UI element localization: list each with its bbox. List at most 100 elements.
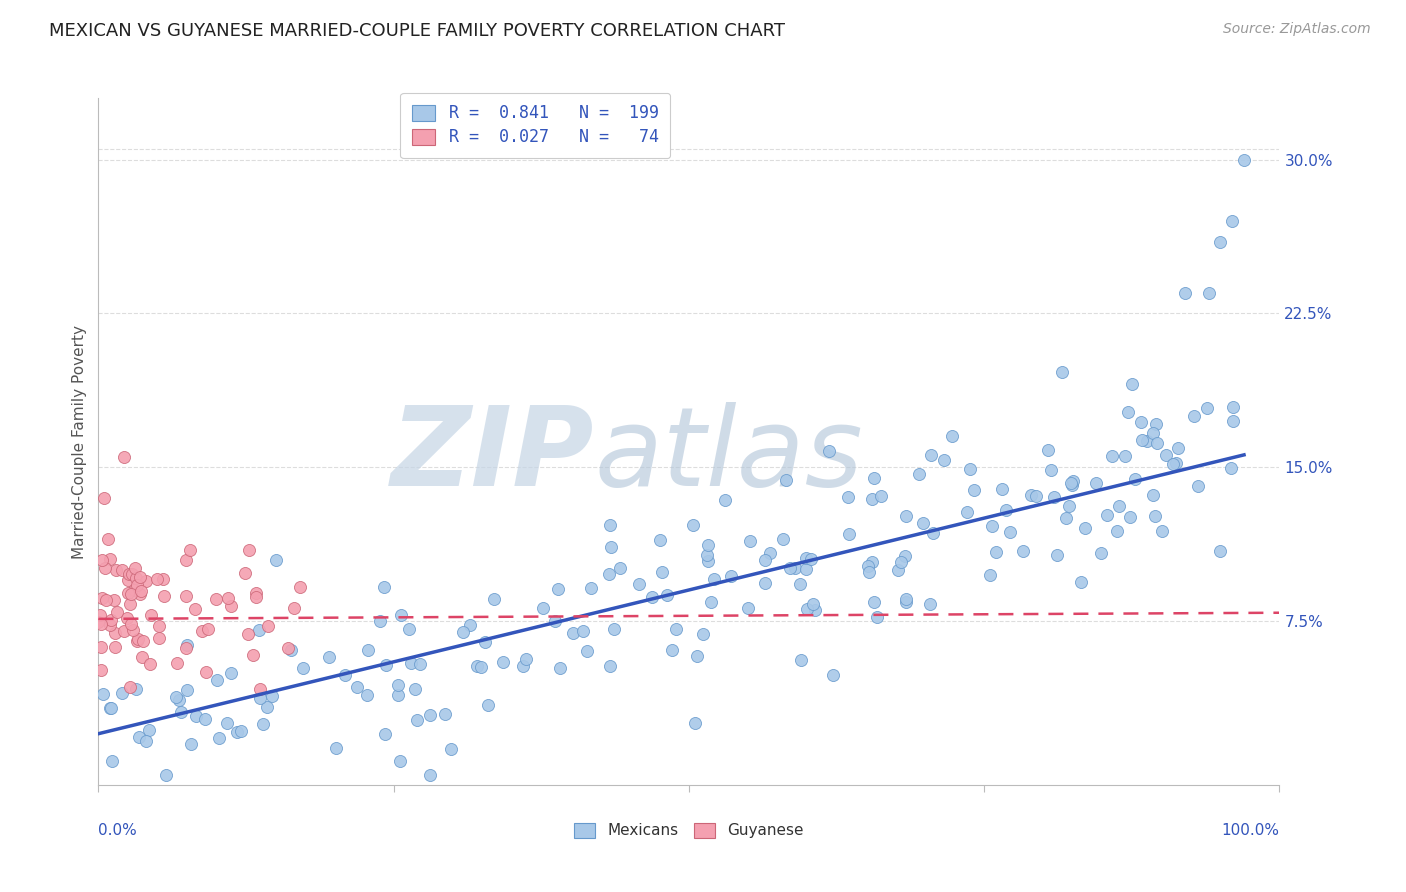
Point (984, 545, 1007, 559)
Point (174, 552, 197, 566)
Point (714, 493, 737, 508)
Point (153, 589, 176, 603)
Point (838, 527, 860, 541)
Point (166, 656, 188, 670)
Point (785, 561, 807, 575)
Point (249, 691, 271, 706)
Point (772, 533, 794, 547)
Point (860, 492, 883, 507)
Point (101, 754, 124, 768)
Text: atlas: atlas (595, 401, 863, 508)
Point (122, 583, 145, 598)
Point (184, 602, 207, 616)
Point (1150, 524, 1173, 538)
Point (221, 665, 243, 680)
Point (759, 546, 782, 560)
Point (1142, 488, 1164, 502)
Point (277, 640, 299, 655)
Point (368, 614, 391, 628)
Point (801, 598, 824, 612)
Point (696, 538, 718, 552)
Point (176, 639, 198, 653)
Point (404, 682, 426, 697)
Point (122, 623, 145, 637)
Point (921, 525, 943, 540)
Point (980, 518, 1002, 533)
Point (920, 448, 942, 462)
Point (191, 624, 214, 638)
Point (100, 701, 122, 715)
Point (991, 483, 1014, 497)
Point (208, 731, 231, 745)
Point (288, 580, 311, 594)
Point (1062, 474, 1084, 488)
Point (1123, 472, 1146, 486)
Point (1154, 448, 1177, 462)
Point (1070, 575, 1092, 590)
Point (325, 740, 347, 755)
Point (373, 580, 395, 594)
Point (692, 627, 714, 641)
Point (1107, 524, 1129, 538)
Point (1118, 510, 1140, 524)
Point (97, 532, 120, 546)
Point (474, 635, 496, 649)
Point (132, 634, 155, 648)
Point (581, 582, 603, 596)
Point (562, 626, 585, 640)
Point (387, 678, 409, 692)
Point (531, 601, 554, 615)
Point (215, 716, 238, 731)
Point (860, 555, 883, 569)
Point (155, 768, 177, 782)
Point (229, 724, 252, 739)
Point (894, 509, 917, 524)
Point (125, 681, 148, 696)
Point (195, 665, 218, 679)
Point (256, 618, 278, 632)
Point (1163, 457, 1185, 471)
Point (856, 559, 879, 574)
Point (117, 585, 139, 599)
Point (1195, 401, 1218, 416)
Point (941, 429, 963, 443)
Point (599, 658, 621, 673)
Point (720, 569, 742, 583)
Point (245, 591, 267, 605)
Point (174, 640, 197, 655)
Point (1074, 521, 1097, 535)
Point (249, 624, 271, 638)
Point (128, 569, 150, 583)
Point (217, 591, 239, 606)
Point (1136, 434, 1159, 449)
Point (127, 632, 149, 647)
Point (1116, 405, 1139, 419)
Point (894, 549, 917, 564)
Point (796, 602, 818, 616)
Point (148, 631, 170, 645)
Point (176, 682, 198, 697)
Point (103, 640, 125, 655)
Point (800, 552, 823, 566)
Point (1144, 417, 1167, 431)
Point (683, 715, 706, 730)
Point (409, 657, 432, 671)
Point (1222, 401, 1244, 415)
Point (152, 572, 174, 586)
Point (1220, 460, 1243, 475)
Point (1046, 548, 1069, 562)
Point (90, 591, 112, 605)
Y-axis label: Married-Couple Family Poverty: Married-Couple Family Poverty (72, 325, 87, 558)
Point (599, 517, 621, 532)
Point (283, 600, 305, 615)
Point (818, 444, 841, 458)
Point (419, 708, 441, 723)
Point (260, 690, 283, 704)
Point (1101, 450, 1123, 464)
Point (225, 724, 247, 739)
Point (641, 590, 664, 604)
Point (398, 622, 420, 636)
Point (374, 727, 396, 741)
Point (576, 643, 599, 657)
Point (1108, 499, 1130, 513)
